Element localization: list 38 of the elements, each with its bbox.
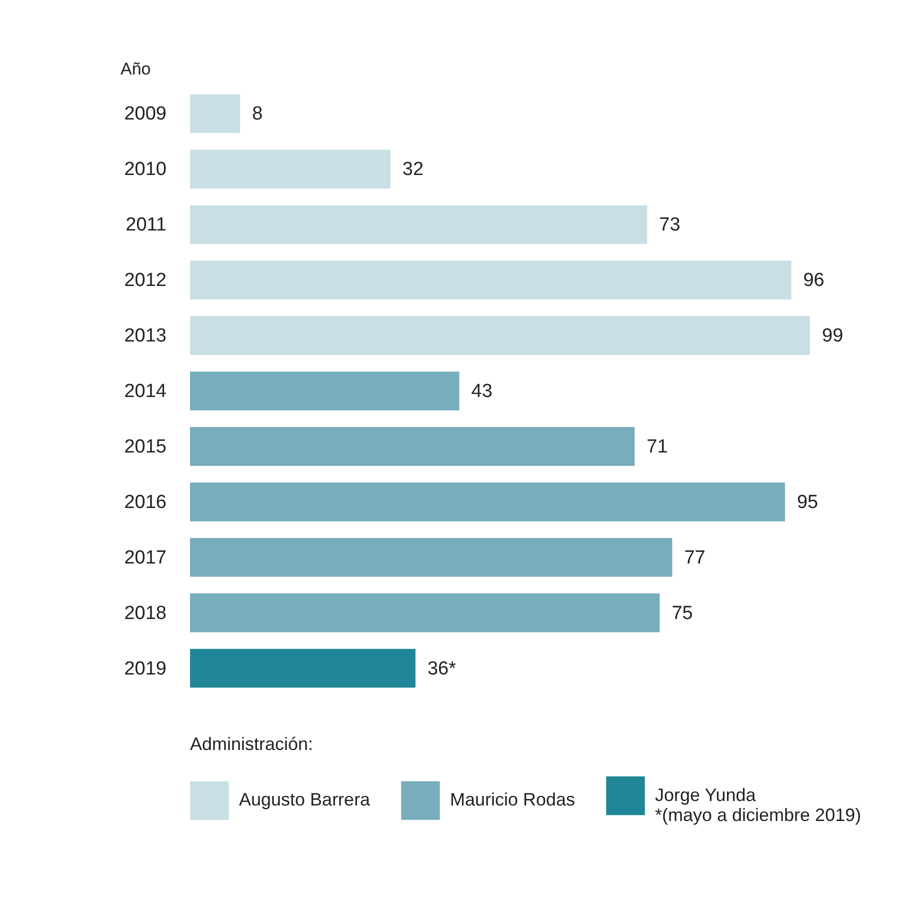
legend-label: Augusto Barrera — [239, 790, 372, 810]
data-label: 96 — [803, 270, 824, 292]
bar — [190, 372, 460, 410]
data-label: 71 — [646, 436, 668, 458]
data-label: 75 — [672, 602, 693, 624]
bar — [190, 427, 635, 466]
bar — [190, 593, 660, 632]
legend-label: Jorge Yunda *(mayo a diciembre 2019) — [655, 784, 862, 825]
data-label: 77 — [684, 547, 706, 568]
bar — [190, 260, 792, 300]
bar — [190, 538, 672, 577]
y-tick-label: 2015 — [124, 436, 166, 458]
bar — [190, 482, 785, 522]
bar — [190, 94, 240, 134]
y-tick-label: 2014 — [124, 381, 167, 402]
y-axis-title: Año — [120, 60, 151, 78]
y-tick-label: 2019 — [124, 658, 166, 680]
y-tick-label: 2018 — [124, 602, 166, 624]
data-label: 32 — [402, 159, 424, 180]
legend-title: Administración: — [190, 734, 314, 754]
y-tick-label: 2013 — [124, 326, 166, 347]
data-label: 95 — [796, 492, 818, 513]
y-tick-label: 2012 — [124, 270, 166, 292]
data-label: 36* — [427, 658, 457, 680]
bar — [190, 205, 648, 244]
y-tick-label: 2010 — [124, 159, 166, 180]
bar — [190, 648, 416, 688]
y-tick-label: 2017 — [124, 547, 166, 568]
y-tick-label: 2016 — [124, 492, 166, 513]
y-tick-label: 2011 — [126, 214, 166, 236]
y-tick-label: 2009 — [124, 104, 166, 125]
data-label: 43 — [471, 381, 492, 402]
bar — [190, 316, 810, 355]
data-label: 8 — [252, 104, 263, 125]
data-label: 99 — [822, 326, 844, 347]
data-label: 73 — [659, 214, 680, 236]
legend-label: Mauricio Rodas — [450, 790, 576, 810]
bar — [190, 150, 390, 189]
